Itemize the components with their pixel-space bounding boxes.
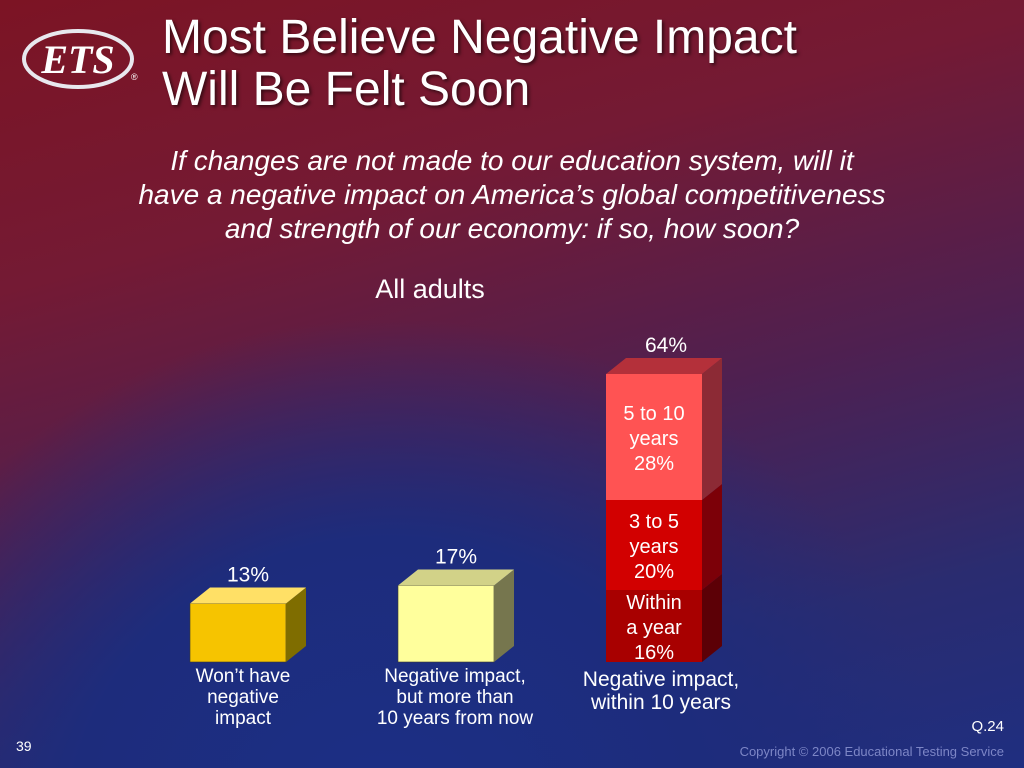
- category-label: Won’t have negative impact: [133, 666, 353, 729]
- title-line-2: Will Be Felt Soon: [162, 63, 531, 116]
- segment-value-label: 20%: [634, 561, 674, 583]
- bar-segment-side-3: [702, 358, 722, 500]
- bar-segment-3: [606, 374, 702, 500]
- segment-name-label: 5 to 10: [623, 403, 684, 425]
- category-label-line: within 10 years: [590, 691, 732, 714]
- bar-segment-1: [606, 590, 702, 662]
- bar-side: [286, 587, 306, 662]
- category-label-line: Won’t have: [195, 666, 291, 687]
- category-label-line: but more than: [396, 687, 514, 708]
- question-line-3: and strength of our economy: if so, how …: [224, 213, 800, 244]
- segment-value-label: 28%: [634, 453, 674, 475]
- bar-side: [494, 569, 514, 662]
- segment-name-label: Within: [626, 592, 682, 614]
- bar-value-label: 17%: [435, 546, 477, 569]
- question-line-1: If changes are not made to our education…: [170, 145, 854, 176]
- bar-top: [398, 569, 514, 586]
- segment-name-label: years: [630, 536, 679, 558]
- bar-top: [606, 358, 722, 374]
- category-label-line: Negative impact,: [384, 666, 526, 687]
- chart-subtitle: All adults: [375, 274, 485, 304]
- segment-name-label: 3 to 5: [629, 511, 679, 533]
- svg-text:®: ®: [131, 72, 138, 82]
- copyright-notice: Copyright © 2006 Educational Testing Ser…: [739, 744, 1004, 759]
- category-label-line: Negative impact,: [582, 668, 740, 691]
- bar-top: [190, 587, 306, 604]
- bar-segment-2: [606, 500, 702, 590]
- survey-question: If changes are not made to our education…: [40, 144, 984, 246]
- category-label-line: impact: [215, 708, 271, 729]
- question-line-2: have a negative impact on America’s glob…: [138, 179, 886, 210]
- bar-segment-side-1: [702, 574, 722, 662]
- segment-name-label: a year: [626, 617, 682, 639]
- bar: [397, 585, 495, 663]
- page-title: Most Believe Negative Impact Will Be Fel…: [162, 12, 1012, 116]
- category-label-line: negative: [207, 687, 279, 708]
- svg-text:ETS: ETS: [40, 37, 114, 82]
- segment-name-label: years: [630, 428, 679, 450]
- ets-logo: ETS ®: [22, 29, 138, 89]
- segment-value-label: 16%: [634, 642, 674, 664]
- question-reference: Q.24: [971, 718, 1004, 735]
- bar: [189, 603, 287, 663]
- category-label: Negative impact, but more than 10 years fr…: [345, 666, 565, 729]
- slide-number: 39: [16, 738, 32, 754]
- bar-total-label: 64%: [645, 334, 687, 357]
- category-label-line: 10 years from now: [376, 708, 534, 729]
- bar-value-label: 13%: [227, 564, 269, 587]
- title-line-1: Most Believe Negative Impact: [162, 11, 797, 64]
- category-label: Negative impact, within 10 years: [551, 668, 771, 714]
- bar-segment-side-2: [702, 484, 722, 590]
